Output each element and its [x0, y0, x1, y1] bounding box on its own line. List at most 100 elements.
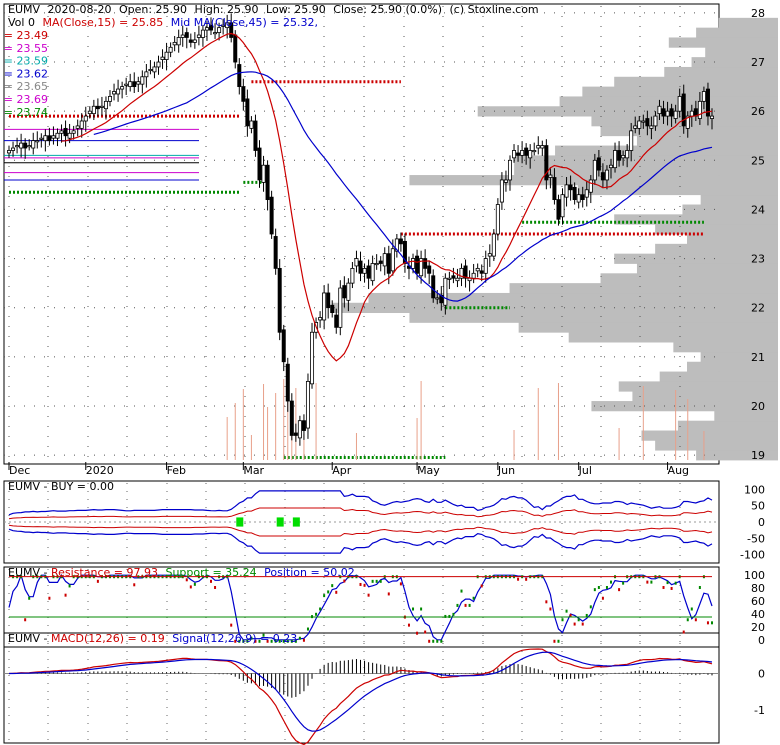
candle-body-140: [572, 186, 577, 201]
volume-profile-bar-13: [518, 322, 778, 333]
candle-body-75: [310, 331, 315, 385]
candle-body-122: [499, 179, 504, 203]
candle-body-93: [382, 253, 387, 267]
candle-body-22: [95, 105, 100, 110]
candle-body-82: [338, 287, 343, 328]
volume-profile-bar-43: [696, 27, 778, 38]
fib-label-4: 38% = 23.65: [0, 80, 48, 93]
volume-profile-bar-19: [636, 263, 778, 274]
price-tick-label-4: 23: [751, 253, 765, 266]
x-label-5: May: [417, 464, 440, 477]
price-header: EUMV 2020-08-20 Open: 25.90 High: 25.90 …: [8, 3, 539, 16]
candle-body-144: [588, 179, 593, 193]
candle-body-46: [192, 39, 197, 43]
buy-tick-label-3: -50: [747, 532, 765, 545]
candle-body-52: [217, 27, 222, 33]
candle-body-166: [677, 96, 682, 112]
candle-body-169: [689, 110, 694, 117]
candle-body-51: [213, 32, 218, 35]
volume-profile-bar-24: [614, 214, 778, 225]
candle-body-26: [112, 91, 117, 95]
candle-body-79: [326, 292, 331, 309]
macd-tick-label-1: -1: [754, 704, 765, 717]
candle-body-135: [552, 177, 557, 201]
buy-tick-label-1: 50: [751, 500, 765, 513]
candle-body-154: [629, 130, 634, 151]
candle-body-74: [305, 380, 310, 429]
candle-body-90: [370, 263, 375, 282]
stochastic-panel: [3, 566, 720, 648]
candle-body-14: [63, 127, 68, 137]
price-tick-label-0: 19: [751, 449, 765, 462]
candle-body-137: [560, 194, 565, 218]
candle-body-80: [330, 304, 335, 314]
ma45-line: [93, 71, 713, 302]
candle-body-2: [15, 145, 20, 148]
legend-ma15: MA(Close,15) = 25.85: [42, 16, 163, 29]
candle-body-5: [27, 145, 32, 148]
candle-body-92: [378, 260, 383, 264]
fib-label-1: 78% = 23.55: [0, 42, 48, 55]
volume-profile-bar-32: [636, 135, 778, 146]
candle-body-23: [99, 105, 104, 108]
volume-profile-bar-0: [696, 450, 778, 461]
candle-body-49: [204, 27, 209, 31]
macd-value: MACD(12,26) = 0.19: [51, 632, 165, 645]
candle-body-96: [394, 238, 399, 252]
candle-body-124: [507, 159, 512, 181]
candle-body-142: [580, 194, 585, 201]
volume-profile-bar-44: [718, 17, 778, 29]
candle-body-167: [681, 93, 686, 127]
stoch-label-name: EUMV -: [8, 566, 51, 579]
candle-body-121: [495, 204, 500, 235]
stoch-position-line: [8, 573, 713, 641]
candle-body-38: [160, 56, 165, 60]
volume-profile-bar-16: [368, 292, 778, 304]
x-label-6: Jun: [497, 464, 515, 477]
candle-body-171: [697, 100, 702, 119]
candle-body-0: [7, 150, 12, 154]
volume-profile-bar-10: [700, 351, 778, 363]
stoch-label: EUMV - Resistance = 97.93 Support = 35.2…: [8, 566, 355, 579]
candle-body-66: [273, 236, 278, 269]
volume-profile-bar-7: [618, 381, 778, 392]
fib-label-0: 100% = 23.49: [0, 29, 48, 42]
volume-profile-bar-8: [659, 371, 778, 382]
candle-body-11: [51, 135, 56, 139]
volume-profile-bar-11: [673, 342, 778, 353]
candle-body-89: [366, 265, 371, 279]
candle-body-174: [710, 115, 715, 119]
candle-body-95: [390, 248, 395, 272]
macd-tick-label-0: 0: [758, 667, 765, 680]
candle-body-60: [249, 120, 254, 129]
price-tick-label-1: 20: [751, 400, 765, 413]
macd-signal-line: [9, 651, 713, 732]
fib-label-5: 23% = 23.69: [0, 93, 48, 106]
stoch-tick-label-4: 20: [751, 621, 765, 634]
candle-body-132: [540, 145, 545, 149]
macd-label: EUMV - MACD(12,26) = 0.19 Signal(12,26,9…: [8, 632, 297, 645]
header-symbol: EUMV: [8, 3, 40, 16]
candle-body-112: [459, 267, 464, 279]
price-tick-label-7: 26: [751, 105, 765, 118]
candle-body-101: [415, 255, 420, 274]
candle-body-106: [435, 297, 440, 300]
candle-body-37: [156, 61, 161, 68]
candle-body-160: [653, 115, 658, 127]
candle-body-61: [253, 120, 258, 151]
x-label-3: Mar: [243, 464, 264, 477]
candle-body-4: [23, 142, 28, 149]
candle-body-68: [281, 329, 286, 363]
price-tick-label-6: 25: [751, 154, 765, 167]
candle-body-158: [645, 118, 650, 127]
x-label-8: Aug: [668, 464, 689, 477]
candle-body-141: [576, 194, 581, 203]
candle-body-150: [613, 150, 618, 169]
candle-body-168: [685, 115, 690, 129]
candle-body-35: [148, 69, 153, 72]
volume-profile-bar-4: [714, 410, 778, 422]
candle-body-108: [443, 277, 448, 306]
buy-panel: [3, 480, 720, 564]
candle-body-86: [354, 258, 359, 267]
